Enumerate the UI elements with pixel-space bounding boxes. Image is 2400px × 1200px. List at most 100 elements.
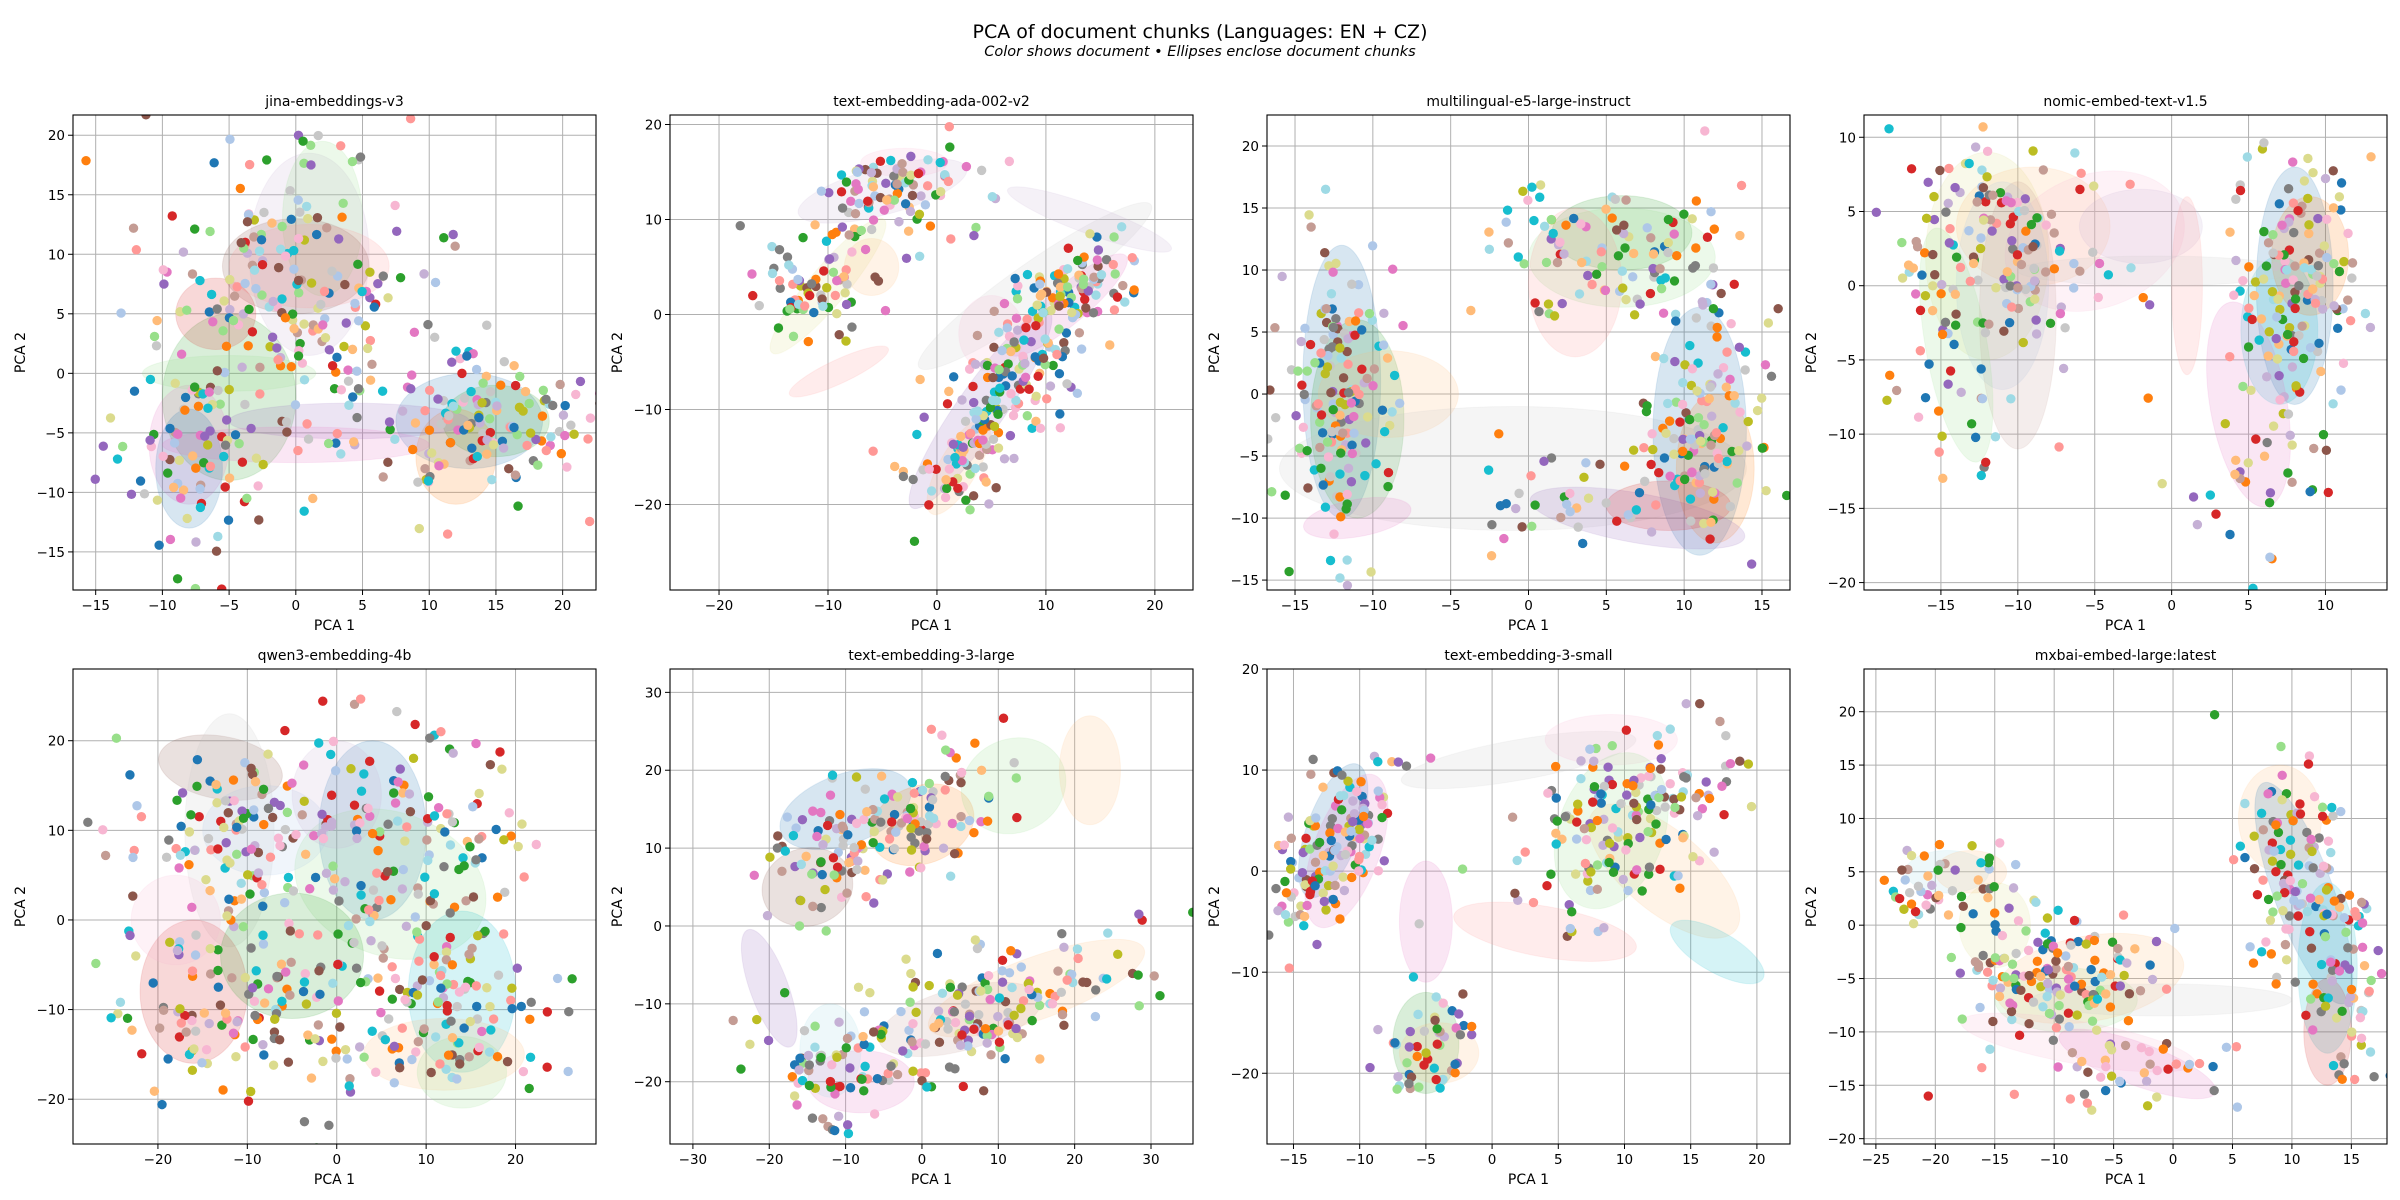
chunk-point bbox=[2096, 972, 2107, 982]
chunk-point bbox=[2157, 478, 2167, 489]
chunk-point bbox=[774, 276, 785, 286]
chunk-point bbox=[2294, 330, 2304, 341]
chunk-point bbox=[125, 930, 135, 941]
chunk-point bbox=[356, 890, 366, 900]
chunk-point bbox=[2075, 266, 2085, 276]
chunk-point bbox=[1915, 305, 1926, 316]
chunk-point bbox=[204, 1018, 214, 1029]
chunk-point bbox=[321, 868, 332, 879]
chunk-point bbox=[492, 401, 502, 411]
chunk-point bbox=[1691, 196, 1702, 206]
grid-lines bbox=[670, 669, 1193, 1144]
chunk-point bbox=[468, 892, 479, 902]
chunk-point bbox=[984, 499, 994, 509]
y-tick-label: 10 bbox=[1839, 811, 1856, 827]
chunk-point bbox=[1591, 269, 1602, 280]
chunk-point bbox=[1347, 448, 1358, 459]
chunk-point bbox=[2288, 198, 2299, 208]
y-tick-label: 20 bbox=[1839, 705, 1856, 721]
chunk-point bbox=[1718, 362, 1729, 373]
y-tick-label: −10 bbox=[634, 403, 663, 419]
chunk-point bbox=[1736, 180, 1747, 191]
chunk-point bbox=[2026, 219, 2037, 230]
chunk-point bbox=[2271, 261, 2281, 272]
chunk-point bbox=[1299, 920, 1309, 931]
chunk-point bbox=[1383, 481, 1393, 492]
chunk-point bbox=[1315, 442, 1325, 453]
chunk-point bbox=[436, 726, 446, 737]
chunk-point bbox=[2314, 338, 2324, 349]
chunk-point bbox=[263, 984, 274, 994]
chunk-point bbox=[258, 901, 268, 911]
chunk-point bbox=[1976, 364, 1986, 374]
chunk-point bbox=[832, 275, 842, 286]
chunk-point bbox=[1929, 191, 1939, 202]
chunk-point bbox=[2320, 1001, 2331, 1011]
chunk-point bbox=[2282, 329, 2293, 340]
chunk-point bbox=[141, 115, 151, 120]
chunk-point bbox=[430, 277, 441, 288]
chunk-point bbox=[224, 384, 234, 395]
chunk-point bbox=[1640, 476, 1650, 487]
chunk-point bbox=[2268, 907, 2278, 917]
chunk-point bbox=[1011, 1023, 1021, 1034]
chunk-point bbox=[821, 926, 831, 936]
chunk-point bbox=[1705, 534, 1715, 544]
chunk-point bbox=[515, 371, 525, 382]
plot-area bbox=[1864, 122, 2376, 590]
chunk-point bbox=[970, 738, 980, 748]
chunk-point bbox=[1316, 463, 1326, 474]
chunk-point bbox=[924, 464, 934, 474]
chunk-point bbox=[1645, 288, 1656, 299]
chunk-point bbox=[2138, 292, 2148, 303]
chunk-point bbox=[2254, 335, 2264, 345]
chunk-point bbox=[267, 218, 277, 228]
chunk-point bbox=[1072, 944, 1083, 954]
chunk-point bbox=[2274, 199, 2285, 209]
chunk-point bbox=[2277, 770, 2287, 781]
chunk-point bbox=[1712, 322, 1722, 333]
chunk-point bbox=[2086, 964, 2096, 975]
chunk-point bbox=[1687, 364, 1698, 374]
chunk-point bbox=[2328, 166, 2338, 176]
chunk-point bbox=[301, 999, 312, 1009]
chunk-point bbox=[2038, 165, 2049, 175]
chunk-point bbox=[1004, 968, 1015, 978]
chunk-point bbox=[2033, 937, 2043, 947]
chunk-point bbox=[425, 733, 435, 743]
chunk-point bbox=[2320, 931, 2331, 942]
chunk-point bbox=[1413, 1009, 1423, 1020]
chunk-point bbox=[1607, 823, 1618, 833]
chunk-point bbox=[2288, 346, 2299, 357]
chunk-point bbox=[829, 870, 839, 880]
chunk-point bbox=[1628, 445, 1639, 455]
chunk-point bbox=[807, 1113, 818, 1123]
chunk-point bbox=[556, 448, 567, 459]
chunk-point bbox=[869, 1109, 880, 1119]
chunk-point bbox=[1074, 328, 1085, 338]
chunk-point bbox=[1429, 1063, 1439, 1073]
chunk-point bbox=[1354, 824, 1364, 835]
chunk-point bbox=[1669, 449, 1679, 459]
chunk-point bbox=[115, 997, 126, 1008]
chunk-point bbox=[1670, 309, 1681, 319]
chunk-point bbox=[837, 203, 848, 213]
chunk-point bbox=[273, 355, 283, 365]
chunk-point bbox=[205, 461, 216, 472]
chunk-point bbox=[365, 916, 375, 927]
chunk-point bbox=[1335, 492, 1345, 502]
chunk-point bbox=[1072, 388, 1083, 398]
x-tick-label: 5 bbox=[358, 598, 367, 614]
chunk-point bbox=[2106, 1071, 2117, 1081]
chunk-point bbox=[2304, 220, 2314, 230]
chunk-point bbox=[1326, 835, 1337, 846]
chunk-point bbox=[1746, 801, 1757, 812]
chunk-point bbox=[151, 341, 162, 351]
chunk-point bbox=[2288, 157, 2298, 167]
chunk-point bbox=[1760, 360, 1771, 370]
chunk-point bbox=[525, 1014, 535, 1024]
chunk-point bbox=[857, 1074, 867, 1084]
chunk-point bbox=[2308, 1025, 2318, 1035]
chunk-point bbox=[842, 888, 852, 898]
chunk-point bbox=[172, 574, 183, 584]
